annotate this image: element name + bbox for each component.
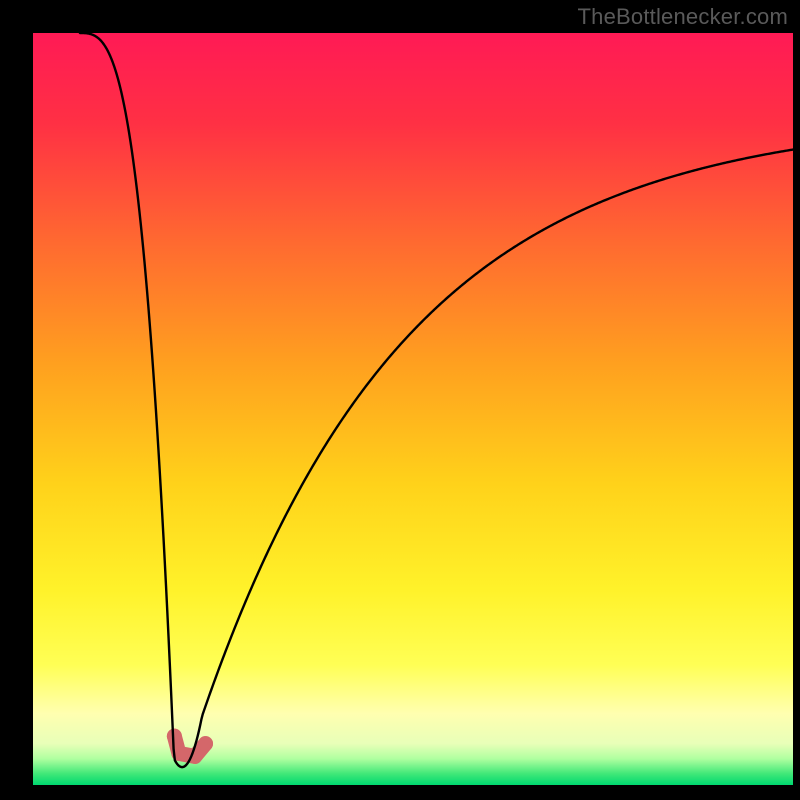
marker-dot-3	[198, 736, 213, 751]
chart-svg	[0, 0, 800, 800]
watermark-text: TheBottlenecker.com	[578, 4, 788, 30]
plot-background	[33, 33, 793, 785]
chart-container: TheBottlenecker.com	[0, 0, 800, 800]
